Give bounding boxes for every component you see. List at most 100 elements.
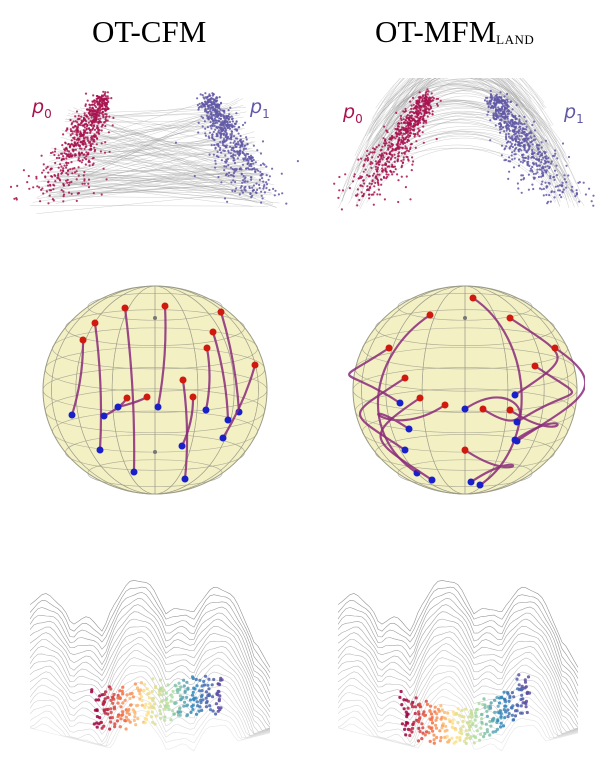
source-point <box>106 95 109 98</box>
flow-particle <box>159 712 163 716</box>
target-point <box>540 158 543 161</box>
flow-particle <box>198 689 202 693</box>
source-point <box>394 127 397 131</box>
source-point <box>422 94 425 97</box>
target-point <box>221 109 224 112</box>
source-point <box>32 186 35 189</box>
transport-line <box>79 107 255 145</box>
source-point <box>359 175 362 178</box>
source-point <box>47 184 50 187</box>
source-point <box>86 153 89 156</box>
target-point <box>236 143 239 146</box>
end-point <box>513 418 521 426</box>
source-point <box>404 150 407 153</box>
target-point <box>507 177 510 180</box>
flow-particle <box>109 707 113 711</box>
transport-line <box>379 78 521 159</box>
source-point <box>40 188 43 191</box>
source-point <box>425 90 428 93</box>
source-point <box>376 170 379 173</box>
flow-particle <box>508 696 512 700</box>
target-point <box>528 146 531 149</box>
target-point <box>508 129 511 132</box>
target-point <box>231 189 234 192</box>
transport-line <box>83 119 278 197</box>
target-point <box>565 164 568 167</box>
target-point <box>244 121 247 124</box>
source-point <box>110 97 113 100</box>
source-point <box>92 162 95 165</box>
target-point <box>228 125 231 128</box>
transport-line <box>37 130 239 183</box>
flow-particle <box>504 704 508 708</box>
flow-particle <box>434 718 438 722</box>
source-point <box>426 93 429 96</box>
flow-particle <box>517 673 521 677</box>
source-point <box>372 203 375 206</box>
source-point <box>65 164 68 167</box>
source-point <box>417 127 420 130</box>
panel-arch-ot-cfm <box>10 78 300 218</box>
source-point <box>416 133 419 136</box>
end-point <box>476 481 484 489</box>
flow-particle <box>485 714 489 718</box>
source-point <box>423 99 426 102</box>
target-point <box>532 155 535 158</box>
target-point <box>554 185 557 188</box>
source-point <box>404 132 407 135</box>
target-point <box>503 148 506 151</box>
target-point <box>193 174 196 178</box>
source-point <box>409 100 412 103</box>
flow-particle <box>191 690 195 694</box>
target-point <box>249 193 252 196</box>
source-point <box>39 200 42 203</box>
target-point <box>493 118 496 121</box>
target-point <box>533 151 536 154</box>
target-point <box>548 165 551 169</box>
transport-line <box>384 78 528 111</box>
trajectory-path <box>156 305 167 408</box>
target-point <box>592 204 595 207</box>
source-point <box>406 121 409 124</box>
source-point <box>86 99 89 102</box>
target-point <box>258 186 261 190</box>
target-point <box>246 153 250 156</box>
target-point <box>508 170 511 173</box>
source-point <box>402 118 405 121</box>
flow-particle <box>503 716 507 720</box>
source-point <box>385 142 388 145</box>
target-point <box>530 131 533 135</box>
source-point <box>97 107 100 110</box>
source-point <box>71 172 74 175</box>
source-point <box>98 112 101 115</box>
target-point <box>253 167 256 170</box>
flow-particle <box>211 695 215 699</box>
target-point <box>518 140 521 144</box>
source-point <box>60 152 63 155</box>
target-point <box>251 160 254 163</box>
source-point <box>98 129 101 132</box>
flow-particle <box>133 715 137 719</box>
transport-line <box>47 160 247 199</box>
flow-particle <box>121 713 125 717</box>
source-point <box>81 159 84 162</box>
flow-particle <box>112 707 117 711</box>
trajectory-path <box>359 377 406 451</box>
source-point <box>77 159 80 162</box>
target-point <box>234 154 237 157</box>
flow-particle <box>470 713 474 717</box>
source-point <box>48 194 51 197</box>
end-point <box>181 475 189 483</box>
target-point <box>240 168 243 171</box>
target-point <box>218 96 221 99</box>
start-point <box>479 405 487 413</box>
start-point <box>385 344 393 352</box>
target-point <box>556 185 559 188</box>
source-point <box>422 125 425 128</box>
flow-particle <box>214 712 218 716</box>
source-point <box>376 193 379 196</box>
target-point <box>243 188 246 191</box>
end-point <box>130 468 138 476</box>
target-point <box>498 115 501 118</box>
target-point <box>220 181 223 184</box>
